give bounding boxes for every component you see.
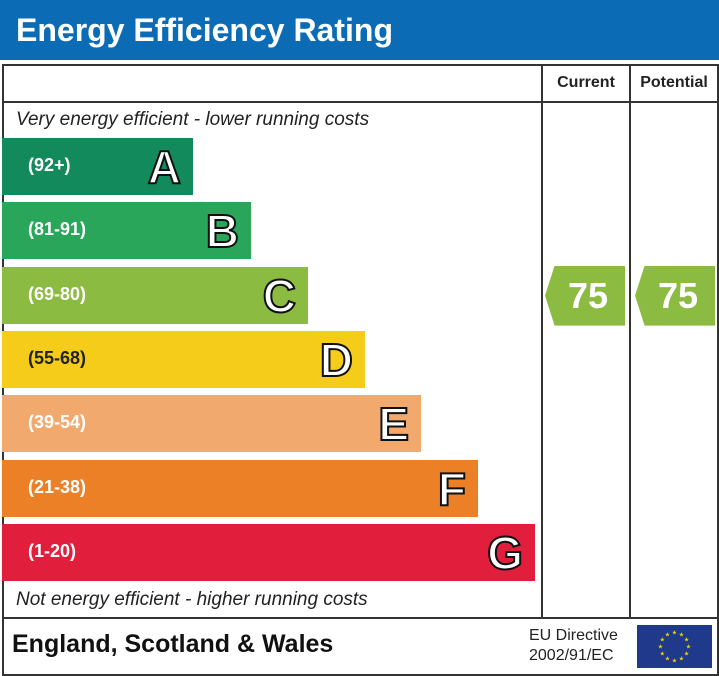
band-range: (1-20) <box>28 540 77 561</box>
country-label: England, Scotland & Wales <box>12 630 334 658</box>
eu-flag-icon: ★★★★★★★★★ ★ ★★ <box>637 625 712 668</box>
band-range: (39-54) <box>28 412 87 433</box>
band-b: (81-91) B <box>2 202 251 260</box>
directive-line2: 2002/91/EC <box>529 647 614 664</box>
star-icon: ★ <box>672 630 677 637</box>
bottom-note: Not energy efficient - higher running co… <box>16 589 368 610</box>
page-title: Energy Efficiency Rating <box>16 12 393 48</box>
band-letter: D <box>319 333 354 387</box>
band-a: (92+) A <box>2 138 193 195</box>
header-banner: Energy Efficiency Rating <box>0 0 719 60</box>
star-icon: ★ <box>684 651 689 658</box>
star-icon: ★ <box>658 644 663 651</box>
band-range: (92+) <box>28 155 71 175</box>
divider <box>541 64 543 618</box>
potential-column-header: Potential <box>640 74 708 91</box>
band-range: (21-38) <box>28 476 87 497</box>
star-icon: ★ <box>665 656 670 663</box>
band-letter: G <box>486 526 524 580</box>
band-letter: E <box>377 397 410 451</box>
eu-directive: EU Directive 2002/91/EC <box>529 626 618 666</box>
band-range: (69-80) <box>28 283 87 304</box>
current-rating-arrow: 75 <box>545 265 625 326</box>
potential-rating-arrow: 75 <box>635 265 715 326</box>
band-d: (55-68) D <box>2 330 365 388</box>
star-icon: ★ <box>686 644 691 651</box>
band-letter: A <box>147 140 182 194</box>
top-note: Very energy efficient - lower running co… <box>16 109 370 130</box>
star-icon: ★ <box>660 637 665 644</box>
star-icon: ★ <box>665 631 670 638</box>
band-letter: F <box>437 462 467 516</box>
divider <box>2 617 717 619</box>
band-range: (55-68) <box>28 347 87 368</box>
star-icon: ★ <box>684 637 689 644</box>
directive-line1: EU Directive <box>529 627 618 644</box>
star-icon: ★ <box>679 631 684 638</box>
current-column-header: Current <box>557 74 615 91</box>
band-letter: C <box>262 269 297 323</box>
band-g: (1-20) G <box>2 523 535 581</box>
divider <box>629 64 631 618</box>
band-range: (81-91) <box>28 219 87 240</box>
divider <box>2 101 717 103</box>
band-e: (39-54) E <box>2 395 421 453</box>
star-icon: ★ <box>679 656 684 663</box>
star-icon: ★ <box>672 658 677 665</box>
star-icon: ★ <box>660 651 665 658</box>
band-c: (69-80) C <box>2 266 308 324</box>
band-letter: B <box>205 204 240 258</box>
band-f: (21-38) F <box>2 459 478 517</box>
